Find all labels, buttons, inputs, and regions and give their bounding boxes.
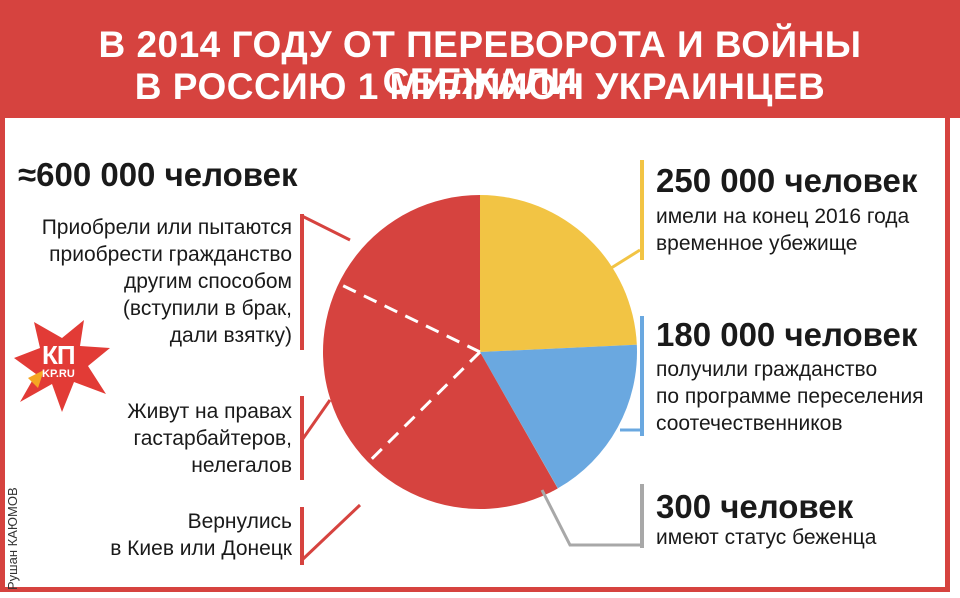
left-item-returned-line: в Киев или Донецк [110,537,292,560]
left-item-workers-line: нелегалов [191,454,292,477]
pie-slice-remaining [323,195,558,510]
pie-subdivision-line [367,350,482,464]
content-frame [0,118,950,592]
leader-line-refugee [540,489,640,547]
left-item-acquired-line: (вступили в брак, [122,297,292,320]
leader-line-returned [300,503,362,562]
right-bar-refugee [640,484,644,548]
right-bar-citizenship [640,316,644,436]
title-line-2: В РОССИЮ 1 МИЛЛИОН УКРАИНЦЕВ [134,66,826,107]
right-desc-citizenship-line: по программе переселения [656,385,924,408]
right-value-citizenship: 180 000 человек [656,316,918,353]
left-item-acquired-line: дали взятку) [169,324,292,347]
left-bar-returned [300,507,304,565]
left-item-acquired-line: Приобрели или пытаются [41,216,292,239]
right-desc-refugee: имеют статус беженца [656,524,876,551]
right-desc-citizenship-line: получили гражданство [656,358,878,381]
left-total-value: ≈600 000 человек [18,156,298,193]
title-banner: В 2014 ГОДУ ОТ ПЕРЕВОРОТА И ВОЙНЫ СБЕЖАЛ… [0,0,960,118]
right-bar-asylum [640,160,644,260]
right-desc-refugee-line: имеют статус беженца [656,526,877,549]
leader-line-workers [300,399,332,441]
leader-line-acquired [301,214,351,242]
kp-logo: КП KP.RU [14,318,114,414]
author-credit: Рушан КАЮМОВ [5,487,20,590]
kp-logo-text: КП [42,340,76,370]
left-item-workers-line: гастарбайтеров, [133,427,292,450]
pie-subdivision-line [338,282,481,354]
kp-logo-subtext: KP.RU [42,368,75,380]
left-bar-workers [300,396,304,480]
right-desc-asylum-line: временное убежище [656,232,858,255]
right-value-refugee: 300 человек [656,488,854,525]
left-item-acquired: Приобрели или пытаются приобрести гражда… [42,214,292,349]
left-item-workers: Живут на правах гастарбайтеров, нелегало… [127,398,292,479]
left-item-returned-line: Вернулись [187,510,292,533]
pie-slice-citizenship [480,344,637,489]
right-value-asylum: 250 000 человек [656,162,918,199]
left-item-acquired-line: приобрести гражданство [49,243,292,266]
leader-line-asylum [599,248,641,277]
pie-slice-asylum [480,195,637,352]
right-desc-asylum-line: имели на конец 2016 года [656,205,910,228]
left-item-acquired-line: другим способом [124,270,292,293]
title-line-1: В 2014 ГОДУ ОТ ПЕРЕВОРОТА И ВОЙНЫ СБЕЖАЛ… [98,24,862,102]
left-item-returned: Вернулись в Киев или Донецк [110,508,292,562]
right-desc-citizenship-line: соотечественников [656,412,843,435]
right-desc-asylum: имели на конец 2016 года временное убежи… [656,203,909,257]
left-bar-acquired [300,214,304,350]
left-item-workers-line: Живут на правах [127,400,292,423]
right-desc-citizenship: получили гражданство по программе пересе… [656,356,924,437]
